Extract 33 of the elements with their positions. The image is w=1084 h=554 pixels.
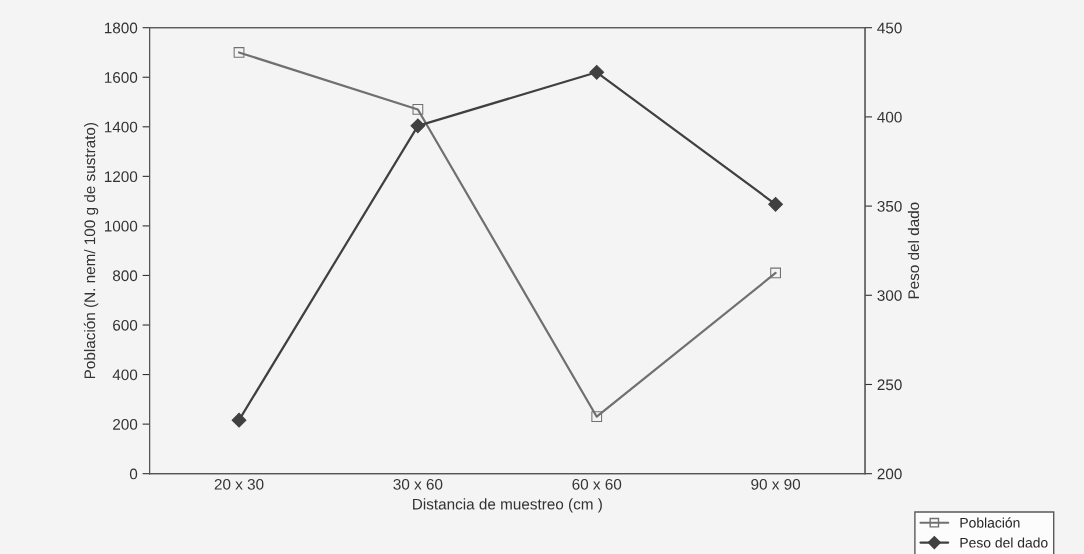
y-tick-label: 1200 bbox=[104, 171, 138, 183]
y-axis-title: Población (N. nem/ 100 g de sustrato) bbox=[83, 122, 99, 379]
y-tick-label: 600 bbox=[113, 319, 138, 331]
y2-axis-title: Peso del dado bbox=[907, 202, 920, 299]
point bbox=[768, 196, 783, 212]
y2-tick-label: 250 bbox=[877, 379, 902, 391]
legend-label: Peso del dado bbox=[960, 537, 1048, 548]
point bbox=[410, 118, 426, 134]
y2-tick-label: 400 bbox=[877, 111, 902, 123]
x-axis-title: Distancia de muestreo (cm ) bbox=[413, 498, 602, 513]
y-tick-label: 1000 bbox=[104, 220, 138, 232]
y2-tick-label: 350 bbox=[877, 200, 902, 212]
legend-label: Población bbox=[960, 517, 1020, 528]
y-tick-label: 1600 bbox=[104, 72, 138, 83]
y-tick-label: 800 bbox=[112, 270, 138, 282]
y-tick-label: 200 bbox=[113, 418, 138, 430]
y-tick-label: 0 bbox=[129, 468, 138, 480]
x-tick-label: 20 x 30 bbox=[214, 478, 264, 490]
y2-tick-label: 200 bbox=[877, 468, 902, 480]
point bbox=[412, 104, 424, 115]
x-tick-label: 90 x 90 bbox=[751, 478, 801, 490]
y2-tick-label: 300 bbox=[877, 290, 902, 301]
point bbox=[589, 64, 605, 80]
x-tick-label: 30 x 60 bbox=[393, 478, 443, 490]
x-tick-label: 60 x 60 bbox=[572, 478, 622, 490]
y-tick-label: 1800 bbox=[104, 22, 138, 34]
point bbox=[231, 412, 247, 428]
point bbox=[233, 47, 245, 58]
y2-tick-label: 450 bbox=[877, 22, 902, 34]
y-tick-label: 1400 bbox=[104, 121, 138, 133]
point bbox=[770, 267, 781, 279]
y-tick-label: 400 bbox=[112, 369, 138, 381]
point bbox=[591, 411, 603, 423]
